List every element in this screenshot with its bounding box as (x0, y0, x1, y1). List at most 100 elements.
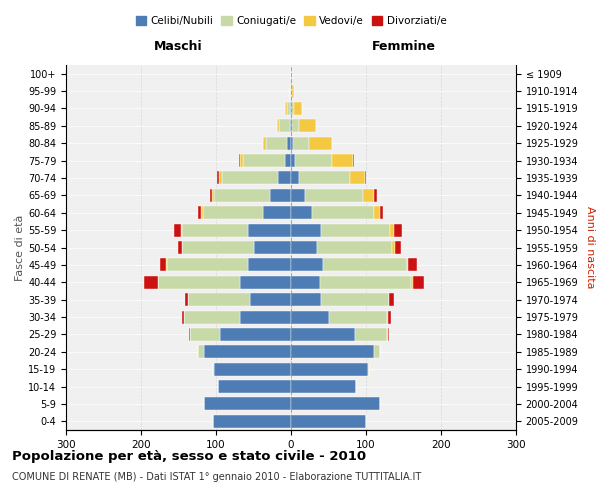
Bar (219, 172, 222, 184)
Bar (190, 328, 220, 341)
Bar (387, 328, 388, 341)
Bar (182, 241, 254, 254)
Bar (291, 241, 317, 254)
Bar (279, 120, 290, 132)
Bar (198, 346, 204, 358)
Bar (263, 206, 291, 220)
Bar (389, 293, 394, 306)
Bar (291, 310, 329, 324)
Bar (178, 241, 182, 254)
Bar (293, 136, 309, 149)
Bar (243, 154, 285, 167)
Bar (240, 154, 243, 167)
Bar (291, 206, 312, 220)
Bar (388, 328, 389, 341)
Bar (188, 293, 250, 306)
Bar (182, 310, 184, 324)
Bar (305, 189, 363, 202)
Bar (166, 258, 167, 272)
Bar (167, 258, 248, 272)
Bar (363, 189, 374, 202)
Bar (291, 136, 293, 149)
Bar (144, 276, 157, 289)
Bar (213, 415, 291, 428)
Bar (240, 276, 291, 289)
Bar (317, 241, 392, 254)
Bar (290, 84, 291, 98)
Bar (390, 224, 394, 236)
Bar (321, 293, 389, 306)
Bar (291, 276, 320, 289)
Bar (222, 172, 277, 184)
Bar (204, 346, 291, 358)
Bar (210, 189, 212, 202)
Bar (204, 398, 291, 410)
Bar (182, 224, 248, 236)
Bar (263, 136, 266, 149)
Bar (312, 206, 373, 220)
Bar (323, 258, 407, 272)
Bar (270, 189, 291, 202)
Bar (309, 136, 331, 149)
Bar (292, 120, 299, 132)
Bar (157, 276, 240, 289)
Bar (239, 154, 240, 167)
Bar (287, 102, 290, 115)
Bar (285, 102, 287, 115)
Bar (203, 206, 263, 220)
Bar (240, 310, 291, 324)
Bar (292, 84, 294, 98)
Bar (294, 102, 302, 115)
Bar (214, 362, 291, 376)
Bar (291, 154, 295, 167)
Bar (291, 346, 373, 358)
Bar (291, 398, 380, 410)
Bar (291, 189, 305, 202)
Bar (374, 189, 377, 202)
Bar (214, 189, 270, 202)
Bar (392, 241, 395, 254)
Bar (394, 224, 402, 236)
Bar (349, 172, 365, 184)
Bar (198, 206, 201, 220)
Bar (291, 258, 323, 272)
Bar (367, 362, 369, 376)
Bar (408, 258, 417, 272)
Bar (395, 241, 401, 254)
Bar (355, 328, 387, 341)
Bar (299, 172, 349, 184)
Bar (277, 120, 279, 132)
Bar (291, 120, 292, 132)
Bar (189, 328, 190, 341)
Bar (353, 154, 354, 167)
Bar (266, 136, 287, 149)
Bar (291, 415, 366, 428)
Bar (248, 258, 291, 272)
Bar (248, 224, 291, 236)
Bar (373, 206, 380, 220)
Text: Femmine: Femmine (371, 40, 436, 53)
Bar (365, 172, 366, 184)
Text: Maschi: Maschi (154, 40, 203, 53)
Bar (290, 120, 291, 132)
Bar (254, 241, 291, 254)
Bar (185, 293, 188, 306)
Bar (321, 224, 390, 236)
Bar (291, 380, 355, 393)
Bar (291, 328, 355, 341)
Bar (373, 346, 380, 358)
Bar (291, 362, 367, 376)
Bar (201, 206, 203, 220)
Bar (217, 172, 219, 184)
Text: COMUNE DI RENATE (MB) - Dati ISTAT 1° gennaio 2010 - Elaborazione TUTTITALIA.IT: COMUNE DI RENATE (MB) - Dati ISTAT 1° ge… (12, 472, 421, 482)
Bar (181, 224, 182, 236)
Bar (291, 84, 292, 98)
Y-axis label: Fasce di età: Fasce di età (15, 214, 25, 280)
Bar (291, 67, 292, 80)
Bar (213, 362, 214, 376)
Bar (287, 136, 291, 149)
Bar (290, 102, 291, 115)
Bar (160, 258, 166, 272)
Bar (212, 189, 214, 202)
Bar (184, 310, 240, 324)
